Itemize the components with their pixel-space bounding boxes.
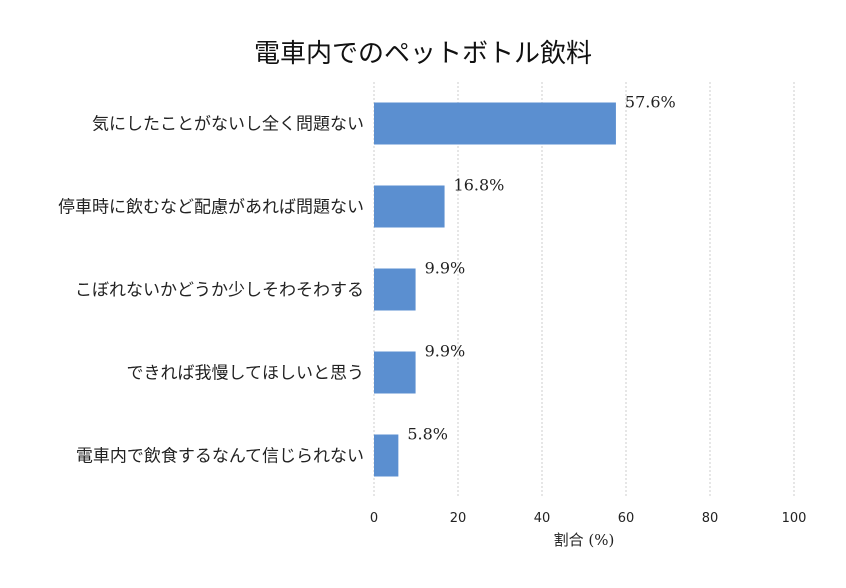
category-label: 電車内で飲食するなんて信じられない — [76, 447, 364, 467]
data-label: 9.9% — [425, 259, 466, 278]
x-tick-label: 100 — [782, 511, 807, 526]
category-label: 気にしたことがないし全く問題ない — [92, 115, 364, 135]
category-label: こぼれないかどうか少しそわそわする — [75, 281, 364, 301]
bars: 気にしたことがないし全く問題ない 57.6% 停車時に飲むなど配慮があれば問題ない 1… — [58, 93, 676, 477]
data-label: 16.8% — [454, 176, 505, 195]
category-label: 停車時に飲むなど配慮があれば問題ない — [58, 198, 364, 218]
chart-title: 電車内でのペットボトル飲料 — [254, 39, 592, 69]
x-tick-label: 20 — [450, 511, 467, 526]
bar — [374, 434, 399, 477]
data-label: 5.8% — [407, 425, 448, 444]
x-tick-label: 0 — [370, 511, 378, 526]
x-axis-title: 割合 (%) — [554, 531, 615, 549]
bar — [374, 268, 416, 311]
data-label: 9.9% — [425, 342, 466, 361]
bar — [374, 102, 616, 145]
bar — [374, 185, 445, 228]
category-label: できれば我慢してほしいと思う — [127, 363, 365, 384]
x-tick-label: 40 — [534, 511, 551, 526]
bar — [374, 351, 416, 394]
grid-lines — [373, 82, 795, 497]
x-tick-label: 60 — [618, 511, 635, 526]
x-tick-label: 80 — [702, 511, 719, 526]
data-label: 57.6% — [625, 93, 676, 112]
x-axis-ticks: 0 20 40 60 80 100 — [370, 511, 807, 526]
